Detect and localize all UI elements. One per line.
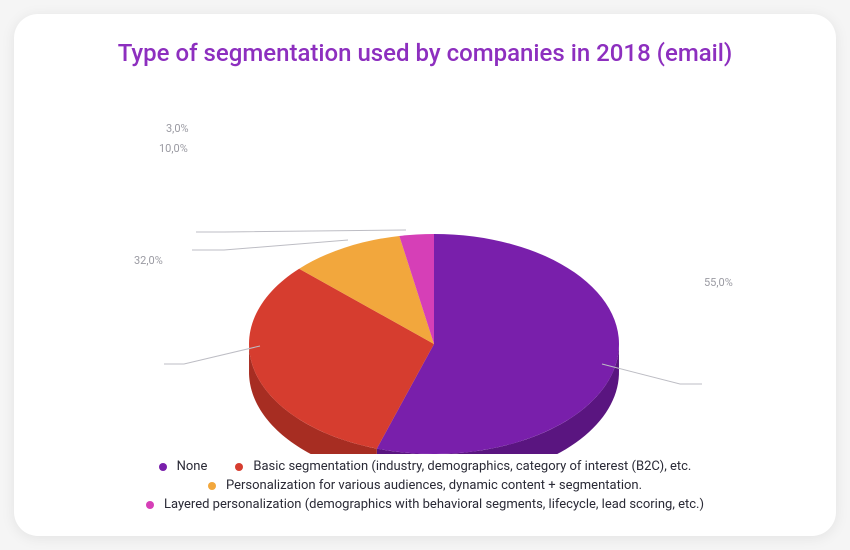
legend-item-personal: Personalization for various audiences, d… bbox=[208, 478, 642, 493]
legend-row: Layered personalization (demographics wi… bbox=[54, 497, 796, 512]
legend-dot bbox=[235, 463, 243, 471]
legend-dot bbox=[159, 463, 167, 471]
legend-text: Personalization for various audiences, d… bbox=[226, 478, 642, 493]
legend-dot bbox=[146, 501, 154, 509]
pie-label-layered: 3,0% bbox=[166, 122, 189, 135]
legend-item-none: None bbox=[159, 459, 208, 474]
legend-text: Layered personalization (demographics wi… bbox=[164, 497, 704, 512]
legend-row: None Basic segmentation (industry, demog… bbox=[54, 459, 796, 474]
pie-label-none: 55,0% bbox=[704, 276, 733, 289]
chart-legend: None Basic segmentation (industry, demog… bbox=[54, 455, 796, 516]
chart-card: Type of segmentation used by companies i… bbox=[14, 14, 836, 536]
legend-item-layered: Layered personalization (demographics wi… bbox=[146, 497, 704, 512]
legend-text: None bbox=[177, 459, 208, 474]
legend-dot bbox=[208, 482, 216, 490]
legend-text: Basic segmentation (industry, demographi… bbox=[253, 459, 691, 474]
pie-label-personal: 10,0% bbox=[159, 142, 188, 155]
legend-row: Personalization for various audiences, d… bbox=[54, 478, 796, 493]
legend-item-basic: Basic segmentation (industry, demographi… bbox=[235, 459, 691, 474]
pie-label-basic: 32,0% bbox=[134, 254, 163, 267]
chart-title: Type of segmentation used by companies i… bbox=[14, 38, 836, 68]
